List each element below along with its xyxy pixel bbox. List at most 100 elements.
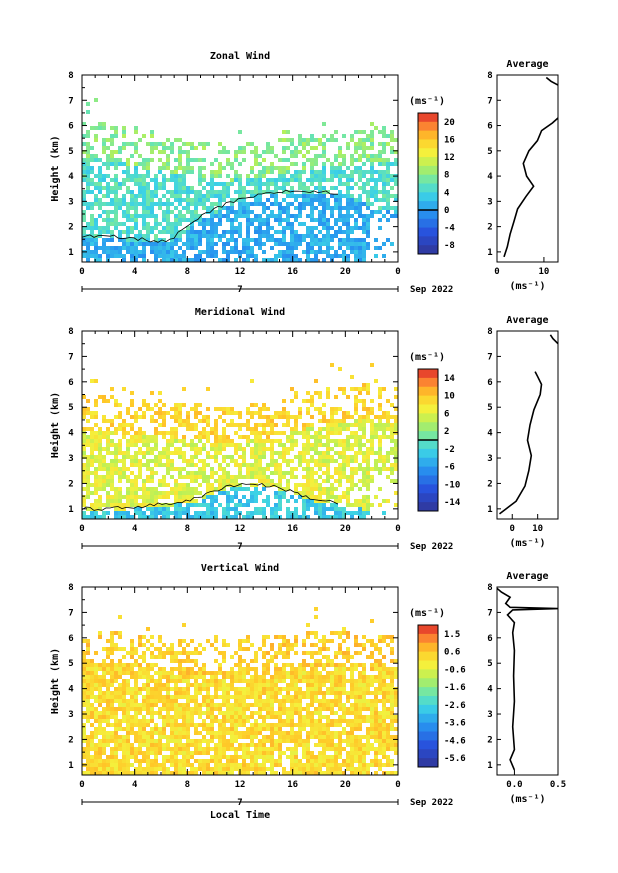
heat-cell	[314, 234, 318, 238]
heat-cell	[262, 667, 266, 671]
heat-cell	[166, 202, 170, 206]
heat-cell	[230, 719, 234, 723]
heat-cell	[206, 747, 210, 751]
heat-cell	[134, 695, 138, 699]
heat-cell	[134, 178, 138, 182]
heat-cell	[350, 158, 354, 162]
heat-cell	[242, 435, 246, 439]
heat-cell	[278, 703, 282, 707]
heat-cell	[158, 647, 162, 651]
heat-cell	[218, 238, 222, 242]
heat-cell	[170, 679, 174, 683]
heat-cell	[198, 703, 202, 707]
heat-cell	[270, 747, 274, 751]
heat-cell	[262, 407, 266, 411]
heat-cell	[150, 743, 154, 747]
heat-cell	[294, 154, 298, 158]
heat-cell	[126, 707, 130, 711]
heat-cell	[174, 258, 178, 262]
heat-cell	[194, 499, 198, 503]
heat-cell	[314, 431, 318, 435]
heat-cell	[142, 695, 146, 699]
heat-cell	[362, 214, 366, 218]
heat-cell	[186, 170, 190, 174]
heat-cell	[166, 695, 170, 699]
heat-cell	[158, 767, 162, 771]
heat-cell	[102, 210, 106, 214]
heat-cell	[158, 431, 162, 435]
heat-cell	[374, 379, 378, 383]
heat-cell	[122, 727, 126, 731]
heat-cell	[110, 162, 114, 166]
heat-cell	[246, 743, 250, 747]
heat-cell	[298, 178, 302, 182]
heat-cell	[302, 503, 306, 507]
heat-cell	[114, 499, 118, 503]
heat-cell	[130, 491, 134, 495]
heat-cell	[274, 491, 278, 495]
heat-cell	[198, 767, 202, 771]
heat-cell	[138, 459, 142, 463]
heat-cell	[250, 759, 254, 763]
heat-cell	[230, 495, 234, 499]
heat-cell	[370, 142, 374, 146]
heat-cell	[94, 475, 98, 479]
heat-cell	[154, 755, 158, 759]
heat-cell	[250, 455, 254, 459]
heat-cell	[130, 515, 134, 519]
heat-cell	[322, 723, 326, 727]
heat-cell	[82, 214, 86, 218]
heat-cell	[286, 479, 290, 483]
heat-cell	[166, 511, 170, 515]
heat-cell	[302, 483, 306, 487]
heat-cell	[174, 735, 178, 739]
heat-cell	[98, 747, 102, 751]
heat-cell	[230, 655, 234, 659]
heat-cell	[86, 443, 90, 447]
heat-cell	[118, 206, 122, 210]
heat-cell	[234, 487, 238, 491]
heat-cell	[306, 487, 310, 491]
heat-cell	[298, 731, 302, 735]
heat-cell	[274, 711, 278, 715]
heat-cell	[198, 142, 202, 146]
heat-cell	[394, 419, 398, 423]
heat-cell	[186, 499, 190, 503]
heat-cell	[338, 387, 342, 391]
heat-cell	[218, 711, 222, 715]
heat-cell	[90, 711, 94, 715]
heat-cell	[314, 238, 318, 242]
heat-cell	[242, 487, 246, 491]
heat-cell	[314, 447, 318, 451]
heat-cell	[122, 230, 126, 234]
heat-cell	[90, 671, 94, 675]
heat-cell	[326, 138, 330, 142]
heat-cell	[262, 206, 266, 210]
heat-cell	[330, 234, 334, 238]
heat-cell	[314, 379, 318, 383]
heat-cell	[162, 727, 166, 731]
heat-cell	[290, 250, 294, 254]
heat-cell	[186, 234, 190, 238]
heat-cell	[294, 427, 298, 431]
heat-cell	[358, 166, 362, 170]
heat-cell	[306, 242, 310, 246]
heat-cell	[158, 739, 162, 743]
heat-cell	[390, 178, 394, 182]
heat-cell	[262, 639, 266, 643]
heat-cell	[242, 258, 246, 262]
heat-cell	[294, 759, 298, 763]
heat-cell	[154, 771, 158, 775]
heat-cell	[114, 711, 118, 715]
heat-cell	[222, 258, 226, 262]
heat-cell	[362, 258, 366, 262]
heat-cell	[166, 743, 170, 747]
heat-cell	[306, 635, 310, 639]
heat-cell	[354, 455, 358, 459]
heat-cell	[90, 483, 94, 487]
heat-cell	[170, 723, 174, 727]
heat-cell	[218, 727, 222, 731]
heat-cell	[154, 683, 158, 687]
heat-cell	[246, 487, 250, 491]
heat-cell	[134, 234, 138, 238]
